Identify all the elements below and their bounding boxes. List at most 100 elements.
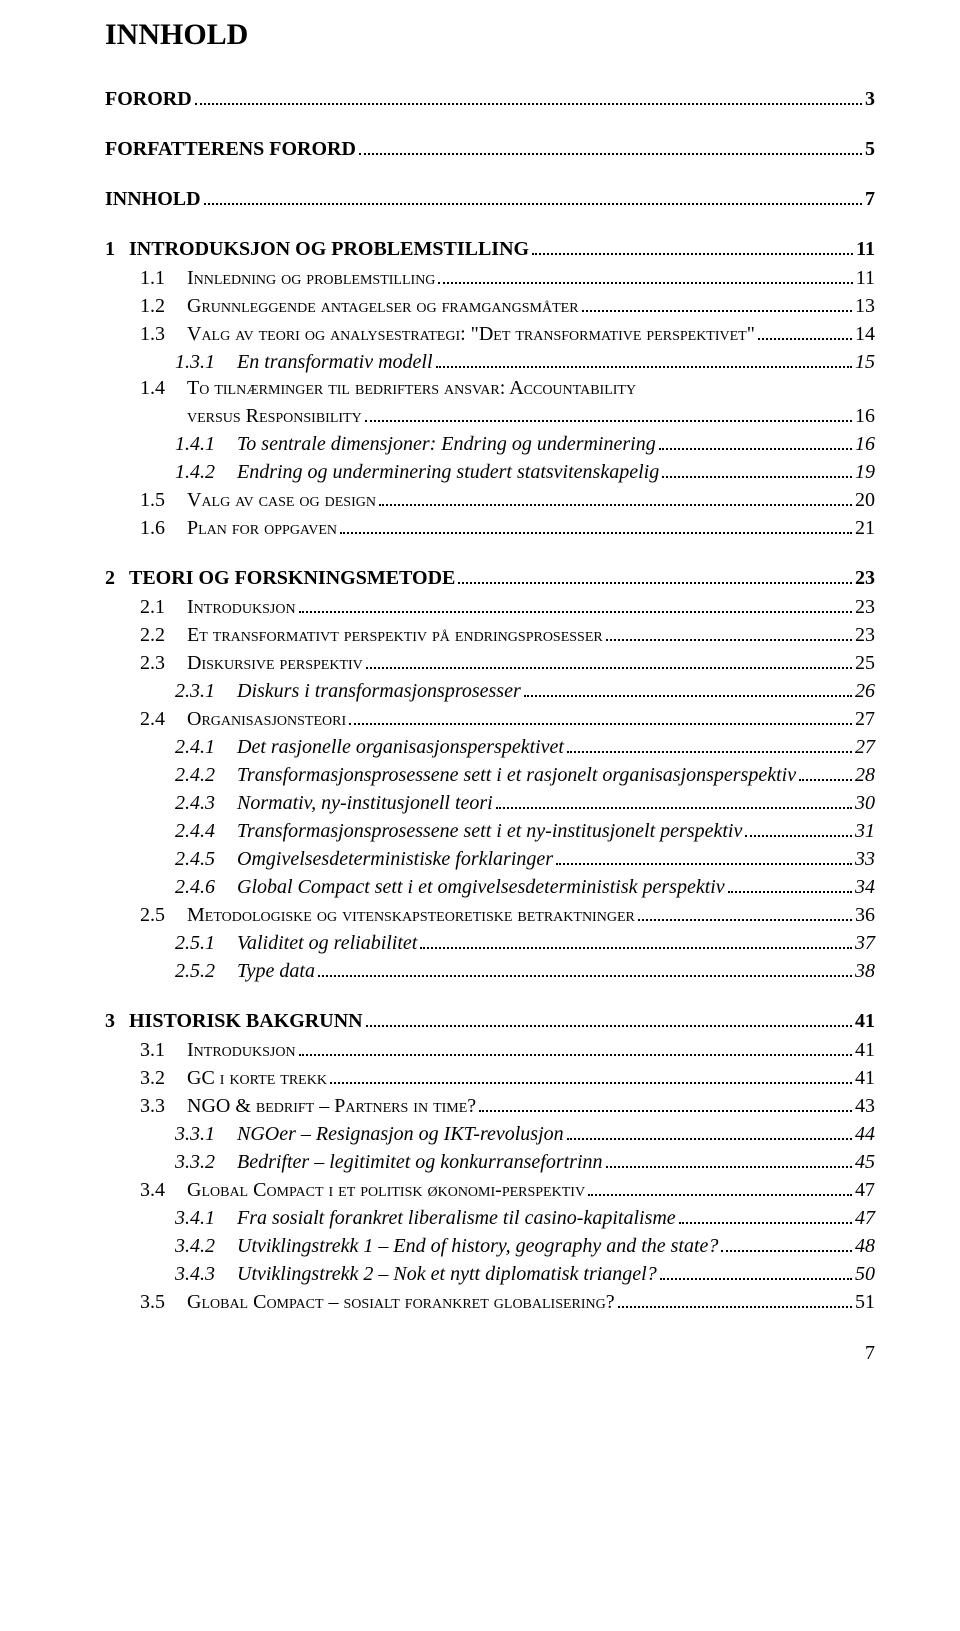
toc-entry-number: 3.3.1	[175, 1123, 215, 1145]
toc-entry-text: Validitet og reliabilitet	[237, 932, 417, 954]
toc-entry-number: 2	[105, 567, 115, 589]
toc-entry-text: Fra sosialt forankret liberalisme til ca…	[237, 1207, 676, 1229]
toc-entry: 2.5.2Type data38	[105, 958, 875, 983]
toc-entry-label: 1.4To tilnærminger til bedrifters ansvar…	[140, 377, 636, 400]
toc-entry-page: 30	[855, 792, 875, 815]
toc-leader-dots	[567, 734, 852, 753]
toc-entry-number: 2.5	[140, 904, 165, 926]
toc-entry-page: 36	[855, 904, 875, 927]
toc-entry-label: 2.5.2Type data	[175, 960, 315, 983]
toc-entry-number: 2.3.1	[175, 680, 215, 702]
toc-leader-dots	[195, 86, 862, 105]
toc-entry-number: 1.4.1	[175, 433, 215, 455]
toc-leader-dots	[349, 706, 852, 725]
toc-entry-text: TEORI OG FORSKNINGSMETODE	[129, 567, 455, 589]
toc-entry-label: 1.3Valg av teori og analysestrategi: "De…	[140, 323, 755, 346]
toc-entry-number: 2.4.2	[175, 764, 215, 786]
toc-entry-text: Diskurs i transformasjonsprosesser	[237, 680, 521, 702]
toc-entry-page: 23	[855, 596, 875, 619]
toc-entry-page: 50	[855, 1263, 875, 1286]
toc-leader-dots	[638, 902, 852, 921]
toc-entry-page: 16	[855, 433, 875, 456]
toc-entry: 2.1Introduksjon 23	[105, 594, 875, 619]
toc-entry-text: Global Compact i et politisk økonomi-per…	[187, 1179, 585, 1201]
toc-entry-label: 3HISTORISK BAKGRUNN	[105, 1010, 363, 1033]
toc-leader-dots	[366, 650, 852, 669]
toc-entry: 3.5Global Compact – sosialt forankret gl…	[105, 1289, 875, 1314]
toc-entry-text: Bedrifter – legitimitet og konkurransefo…	[237, 1151, 603, 1173]
toc-entry: 2.3.1Diskurs i transformasjonsprosesser2…	[105, 678, 875, 703]
toc-entry-text: Utviklingstrekk 1 – End of history, geog…	[237, 1235, 718, 1257]
toc-entry: 1INTRODUKSJON OG PROBLEMSTILLING11	[105, 236, 875, 261]
toc-entry-text: Organisasjonsteori	[187, 708, 346, 730]
toc-entry-number: 2.4.4	[175, 820, 215, 842]
toc-entry-label: 2.1Introduksjon	[140, 596, 296, 619]
toc-entry-page: 11	[856, 267, 875, 290]
toc-leader-dots	[458, 565, 852, 584]
toc-entry-number: 2.5.1	[175, 932, 215, 954]
toc-entry: 1.4.1To sentrale dimensjoner: Endring og…	[105, 431, 875, 456]
toc-entry-page: 23	[855, 567, 875, 590]
toc-entry-text: FORORD	[105, 88, 192, 110]
toc-leader-dots	[799, 762, 852, 781]
toc-entry: 1.4.2Endring og underminering studert st…	[105, 459, 875, 484]
toc-entry: 2.5.1 Validitet og reliabilitet 37	[105, 930, 875, 955]
toc-entry-text: Normativ, ny-institusjonell teori	[237, 792, 493, 814]
toc-entry: 2.4.1Det rasjonelle organisasjonsperspek…	[105, 734, 875, 759]
toc-entry: 2.2Et transformativt perspektiv på endri…	[105, 622, 875, 647]
toc-entry-label: 2.4Organisasjonsteori	[140, 708, 346, 731]
toc-entry-page: 28	[855, 764, 875, 787]
toc-entry-text: Transformasjonsprosessene sett i et rasj…	[237, 764, 796, 786]
toc-entry-number: 1.3	[140, 323, 165, 345]
toc-entry-text: Plan for oppgaven	[187, 517, 337, 539]
toc-entry-text: Et transformativt perspektiv på endrings…	[187, 624, 603, 646]
toc-leader-dots	[567, 1121, 852, 1140]
page-number: 7	[105, 1342, 875, 1365]
toc-entry-label: 2.3Diskursive perspektiv	[140, 652, 363, 675]
toc-entry: 1.3.1En transformativ modell15	[105, 349, 875, 374]
toc-entry: FORFATTERENS FORORD5	[105, 136, 875, 161]
toc-entry-text: HISTORISK BAKGRUNN	[129, 1010, 363, 1032]
toc-entry-page: 37	[855, 932, 875, 955]
toc-leader-dots	[659, 431, 852, 450]
toc-leader-dots	[618, 1289, 852, 1308]
toc-entry: 3.3NGO & bedrift – Partners in time?43	[105, 1093, 875, 1118]
toc-entry-number: 3.1	[140, 1039, 165, 1061]
toc-entry-label: 3.5Global Compact – sosialt forankret gl…	[140, 1291, 615, 1314]
toc-leader-dots	[745, 818, 852, 837]
toc-leader-dots	[359, 136, 862, 155]
toc-entry-page: 45	[855, 1151, 875, 1174]
toc-entry: 2.4.5Omgivelsesdeterministiske forklarin…	[105, 846, 875, 871]
toc-entry-label: INNHOLD	[105, 188, 201, 211]
toc-entry-text: Introduksjon	[187, 1039, 296, 1061]
toc-entry-label: 1.4.2Endring og underminering studert st…	[175, 461, 659, 484]
toc-entry-page: 44	[855, 1123, 875, 1146]
toc-entry: 1.6Plan for oppgaven21	[105, 515, 875, 540]
toc-leader-dots	[556, 846, 852, 865]
toc-entry-page: 33	[855, 848, 875, 871]
toc-entry-label: 2.4.2 Transformasjonsprosessene sett i et…	[175, 764, 796, 787]
toc-entry-continuation: 1.4versus Responsibility16	[105, 403, 875, 428]
toc-entry-page: 16	[855, 405, 875, 428]
toc-entry-label: 3.4Global Compact i et politisk økonomi-…	[140, 1179, 585, 1202]
toc-entry-text: Utviklingstrekk 2 – Nok et nytt diplomat…	[237, 1263, 657, 1285]
toc-entry-text: Omgivelsesdeterministiske forklaringer	[237, 848, 553, 870]
toc-entry-text: Innledning og problemstilling	[187, 267, 435, 289]
toc-entry-number: 1.2	[140, 295, 165, 317]
toc-entry: 3.2GC i korte trekk41	[105, 1065, 875, 1090]
page-title: INNHOLD	[105, 18, 875, 52]
toc-entry-label: 2.4.4Transformasjonsprosessene sett i et…	[175, 820, 742, 843]
toc-entry: 1.1Innledning og problemstilling11	[105, 265, 875, 290]
toc-entry: 2.3Diskursive perspektiv25	[105, 650, 875, 675]
toc-entry-page: 23	[855, 624, 875, 647]
toc-entry-text: versus Responsibility	[187, 405, 362, 427]
toc-leader-dots	[606, 1149, 852, 1168]
toc-entry-number: 3.2	[140, 1067, 165, 1089]
toc-entry: 3HISTORISK BAKGRUNN41	[105, 1008, 875, 1033]
toc-entry-label: 2.4.3Normativ, ny-institusjonell teori	[175, 792, 493, 815]
toc-entry-label: 3.3.2Bedrifter – legitimitet og konkurra…	[175, 1151, 603, 1174]
toc-entry-number: 1.5	[140, 489, 165, 511]
toc-entry-text: NGO & bedrift – Partners in time?	[187, 1095, 476, 1117]
toc-entry-label: 1.2Grunnleggende antagelser og framgangs…	[140, 295, 579, 318]
toc-entry-text: Type data	[237, 960, 315, 982]
